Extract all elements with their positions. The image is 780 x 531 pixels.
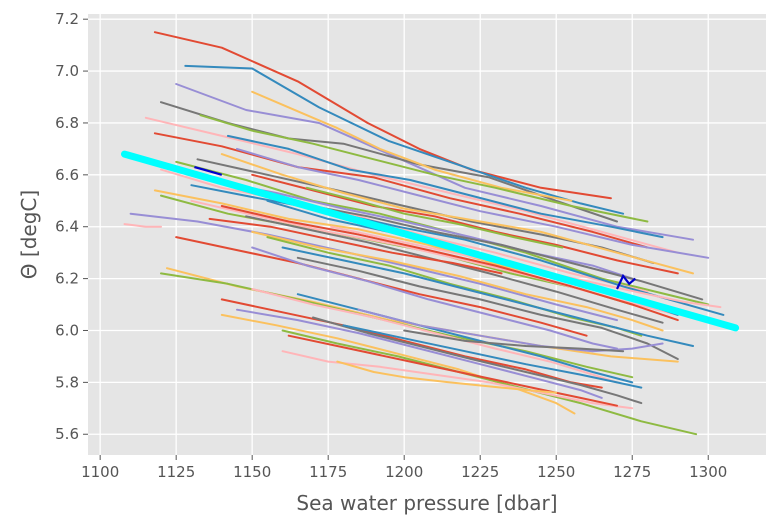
series-line [175, 160, 710, 306]
series-line [205, 179, 634, 280]
y-axis-label: Θ [degC] [17, 190, 41, 279]
series-line [190, 184, 725, 316]
x-tick-label: 1100 [81, 463, 119, 481]
series-line [144, 116, 679, 254]
series-line [175, 236, 588, 337]
series-line [251, 90, 573, 202]
series-line [296, 256, 679, 360]
x-tick-label: 1200 [385, 463, 423, 481]
series-line [153, 132, 649, 249]
series-line [123, 223, 162, 228]
y-tick-label: 7.2 [55, 10, 79, 28]
series-line [220, 153, 694, 275]
fit-line [121, 150, 740, 332]
y-tick-label: 5.8 [55, 373, 79, 391]
series-line [251, 173, 679, 275]
series-line [199, 114, 649, 223]
x-axis-label: Sea water pressure [dbar] [296, 491, 557, 515]
highlight-layer [194, 166, 637, 290]
series-line [226, 134, 664, 239]
series-line [305, 186, 564, 249]
axis-ticks: 1100 1125 1150 1175 1200 1225 1250 1275 1300 5.6 5… [55, 10, 727, 481]
series-line [281, 246, 694, 347]
y-tick-label: 6.4 [55, 218, 79, 236]
series-line [287, 334, 618, 407]
highlight-line [194, 166, 223, 176]
series-line [220, 313, 576, 415]
series-line [220, 205, 679, 322]
series-line [236, 147, 710, 259]
series-line [251, 246, 618, 350]
y-tick-label: 5.6 [55, 425, 79, 443]
series-line [403, 329, 625, 353]
y-tick-label: 6.0 [55, 321, 79, 339]
x-tick-label: 1125 [157, 463, 195, 481]
series-line [236, 308, 603, 399]
series-line [153, 31, 612, 200]
x-tick-label: 1150 [233, 463, 271, 481]
series-line [175, 83, 694, 241]
x-tick-label: 1300 [689, 463, 727, 481]
x-tick-label: 1175 [309, 463, 347, 481]
highlight-line [616, 273, 637, 290]
series-line [245, 215, 664, 324]
series-line [342, 324, 643, 389]
fit-layer [121, 150, 740, 332]
y-tick-label: 7.0 [55, 62, 79, 80]
y-tick-label: 6.8 [55, 114, 79, 132]
y-tick-label: 6.6 [55, 166, 79, 184]
series-line [281, 329, 698, 436]
x-tick-label: 1250 [537, 463, 575, 481]
series-line [251, 230, 664, 332]
y-tick-label: 6.2 [55, 270, 79, 288]
x-tick-label: 1225 [461, 463, 499, 481]
series-line [208, 217, 503, 275]
series-line [336, 360, 558, 394]
series-line [312, 316, 643, 405]
x-tick-label: 1275 [613, 463, 651, 481]
